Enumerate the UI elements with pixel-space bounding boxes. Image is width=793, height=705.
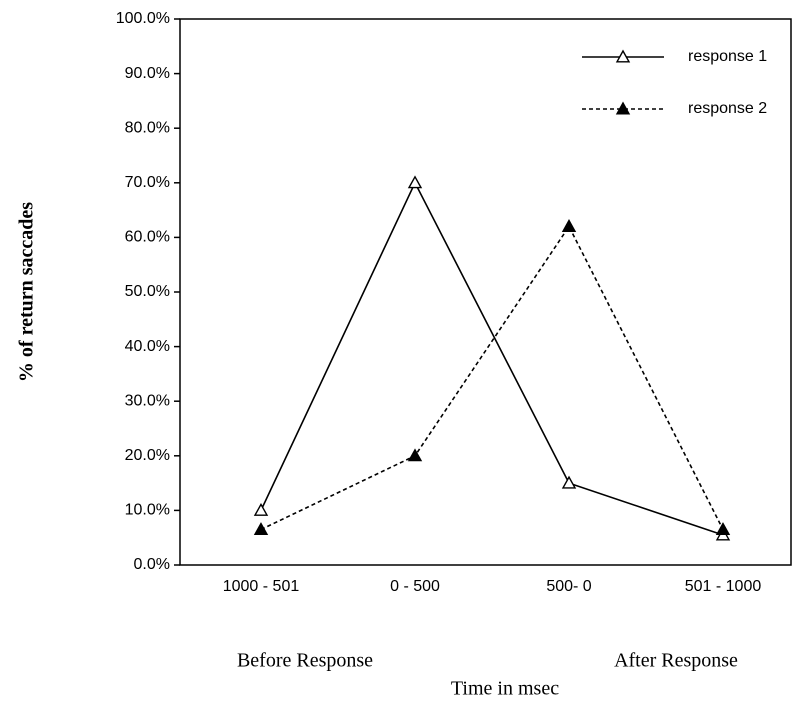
y-tick-label: 60.0% bbox=[125, 229, 170, 246]
marker bbox=[407, 175, 423, 189]
y-tick-label: 90.0% bbox=[125, 65, 170, 82]
y-tick-label: 80.0% bbox=[125, 119, 170, 136]
marker bbox=[561, 475, 577, 489]
legend-marker bbox=[615, 49, 631, 63]
legend-label: response 1 bbox=[688, 48, 767, 65]
annotation: After Response bbox=[614, 650, 738, 672]
annotation: Before Response bbox=[237, 650, 373, 672]
y-tick-label: 70.0% bbox=[125, 174, 170, 191]
marker bbox=[253, 522, 269, 536]
series-line bbox=[260, 224, 724, 531]
y-tick-label: 50.0% bbox=[125, 283, 170, 300]
y-tick-label: 0.0% bbox=[134, 556, 170, 573]
legend-marker bbox=[615, 101, 631, 115]
y-tick-label: 30.0% bbox=[125, 392, 170, 409]
x-tick-label: 0 - 500 bbox=[390, 578, 440, 595]
x-tick-label: 500- 0 bbox=[546, 578, 591, 595]
marker bbox=[253, 502, 269, 516]
y-tick-label: 40.0% bbox=[125, 338, 170, 355]
series-line bbox=[260, 180, 724, 536]
x-tick-label: 501 - 1000 bbox=[685, 578, 762, 595]
marker bbox=[407, 448, 423, 462]
marker bbox=[561, 219, 577, 232]
x-tick-label: 1000 - 501 bbox=[223, 578, 300, 595]
y-tick-label: 20.0% bbox=[125, 447, 170, 464]
marker bbox=[715, 522, 731, 536]
legend-label: response 2 bbox=[688, 100, 767, 117]
y-tick-label: 10.0% bbox=[125, 502, 170, 519]
y-tick-label: 100.0% bbox=[116, 10, 170, 27]
x-axis-label: Time in msec bbox=[451, 678, 559, 700]
y-axis-label: % of return saccades bbox=[16, 202, 38, 382]
